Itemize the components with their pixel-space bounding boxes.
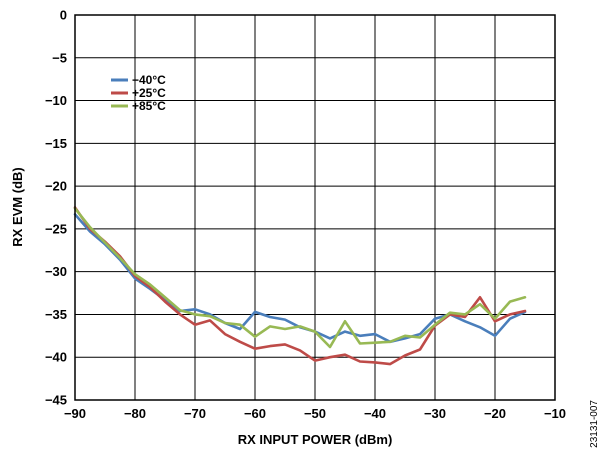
legend: −40°C+25°C+85°C [111,73,166,113]
y-tick-label: −20 [45,179,67,194]
x-tick-label: −40 [364,406,386,421]
x-tick-label: −30 [424,406,446,421]
y-tick-label: −25 [45,221,67,236]
y-tick-label: −45 [45,393,67,408]
y-tick-label: −15 [45,136,67,151]
x-tick-label: −50 [304,406,326,421]
x-tick-label: −20 [484,406,506,421]
y-tick-label: −40 [45,350,67,365]
legend-label: −40°C [132,73,166,87]
x-axis-title: RX INPUT POWER (dBm) [238,432,393,447]
plot-frame [74,14,556,401]
y-tick-label: 0 [60,8,67,23]
y-tick-labels: 0 −5 −10 −15 −20 −25 −30 −35 −40 −45 [45,8,67,408]
x-tick-labels: −90 −80 −70 −60 −50 −40 −30 −20 −10 [64,406,566,421]
series-line [73,206,527,366]
grid-lines [74,14,556,401]
x-tick-label: −90 [64,406,86,421]
series-lines [73,206,527,366]
x-tick-label: −70 [184,406,206,421]
figure-id: 23131-007 [589,400,600,448]
series-line [73,207,527,349]
y-tick-label: −30 [45,264,67,279]
y-tick-label: −35 [45,307,67,322]
y-tick-label: −5 [52,50,67,65]
y-tick-label: −10 [45,93,67,108]
legend-label: +85°C [132,99,166,113]
y-axis-title: RX EVM (dB) [10,167,25,246]
legend-label: +25°C [132,86,166,100]
x-tick-label: −80 [124,406,146,421]
x-tick-label: −60 [244,406,266,421]
x-tick-label: −10 [544,406,566,421]
